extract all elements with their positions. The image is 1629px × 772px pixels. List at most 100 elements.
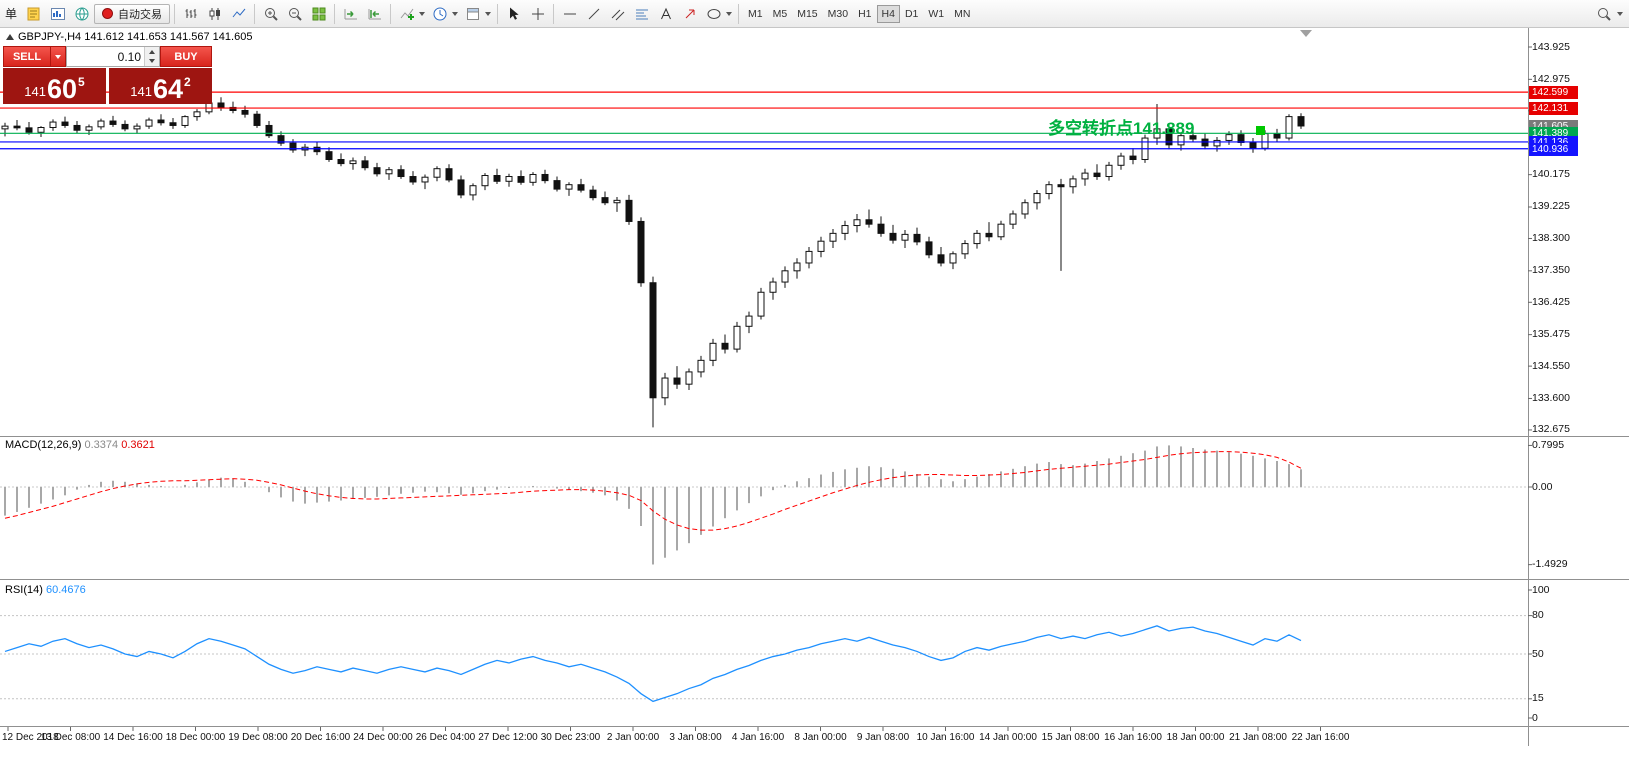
time-axis-label: 12 Dec 2018 [2,732,59,743]
arrows-tool-icon[interactable] [678,3,701,25]
rsi-scale-label: 80 [1532,609,1544,622]
periods-dropdown-icon[interactable] [452,11,459,16]
fibonacci-icon[interactable] [630,3,653,25]
timeframe-m5[interactable]: M5 [768,5,793,23]
periods-icon[interactable] [428,3,451,25]
timeframe-mn[interactable]: MN [949,5,975,23]
buy-price-display[interactable]: 141 64 2 [109,68,212,104]
order-type-dropdown[interactable] [51,46,66,67]
text-tool-icon[interactable] [654,3,677,25]
toolbar-separator [254,3,256,24]
chart-shift-icon[interactable] [363,3,386,25]
crosshair-icon[interactable] [526,3,549,25]
price-scale-label: 139.225 [1532,200,1570,213]
indicators-icon[interactable] [395,3,418,25]
timeframe-m30[interactable]: M30 [823,5,853,23]
cursor-icon[interactable] [502,3,525,25]
horizontal-line-icon[interactable] [558,3,581,25]
timeframe-h4[interactable]: H4 [876,4,900,23]
price-scale-label: 134.550 [1532,359,1570,372]
time-axis-label: 10 Jan 16:00 [916,732,975,743]
time-axis-label: 14 Dec 16:00 [103,732,163,743]
symbol-ohlc-text: GBPJPY-,H4 141.612 141.653 141.567 141.6… [18,31,253,43]
price-badges: 142.599142.131141.605141.389141.136140.9… [1529,0,1578,760]
search-icon[interactable] [1592,3,1615,25]
timeframe-d1[interactable]: D1 [900,5,923,23]
autotrading-button[interactable]: 自动交易 [94,3,171,24]
rsi-scale-label: 0 [1532,711,1538,724]
one-click-trading-panel: SELL BUY 141 60 5 141 64 2 [3,46,212,104]
buy-price-pips: 64 [152,74,184,105]
time-axis-label: 19 Dec 08:00 [228,732,288,743]
rsi-scale-label: 100 [1532,583,1550,596]
buy-button[interactable]: BUY [160,46,212,67]
timeframe-m15[interactable]: M15 [792,5,822,23]
macd-value: 0.3374 [84,439,119,451]
indicators-dropdown-icon[interactable] [419,11,426,16]
zoom-in-icon[interactable] [259,3,282,25]
time-axis-label: 20 Dec 16:00 [290,732,351,743]
toolbar-separator [390,3,392,24]
sell-price-int: 141 [24,84,46,99]
rsi-scale-label: 15 [1532,692,1544,705]
price-scale-label: 132.675 [1532,423,1570,436]
price-badge: 142.131 [1529,102,1578,116]
line-chart-mode-icon[interactable] [227,3,250,25]
time-axis-label: 21 Jan 08:00 [1229,732,1287,743]
chart-window-icon[interactable] [46,3,69,25]
menu-label[interactable]: 单 [5,7,18,21]
toolbar-overflow-chevron-icon[interactable] [1617,11,1623,16]
time-axis-label: 3 Jan 08:00 [669,732,722,743]
trendline-icon[interactable] [582,3,605,25]
templates-icon[interactable] [461,3,484,25]
zoom-out-icon[interactable] [283,3,306,25]
toolbar-separator [174,3,176,24]
auto-scroll-icon[interactable] [339,3,362,25]
profiles-icon[interactable] [70,3,93,25]
volume-input[interactable] [67,47,144,66]
macd-scale-label: -1.4929 [1532,558,1568,571]
new-order-icon[interactable] [22,3,45,25]
candlestick-mode-icon[interactable] [203,3,226,25]
templates-dropdown-icon[interactable] [485,11,492,16]
price-scale-label: 142.975 [1532,72,1570,85]
channel-icon[interactable] [606,3,629,25]
toolbar-separator [497,3,499,24]
oneclick-toggle-icon[interactable] [6,34,14,40]
price-scale-label: 140.175 [1532,168,1570,181]
tile-windows-icon[interactable] [307,3,330,25]
shapes-dropdown-icon[interactable] [726,11,733,16]
time-axis-label: 4 Jan 16:00 [731,732,785,743]
timeframe-m1[interactable]: M1 [743,5,768,23]
macd-signal-value: 0.3621 [121,439,155,451]
rsi-value: 60.4676 [45,584,86,596]
toolbar-separator [738,3,740,24]
time-axis-label: 16 Jan 16:00 [1104,732,1162,743]
time-axis-label: 2 Jan 00:00 [606,732,660,743]
timeframe-h1[interactable]: H1 [853,5,876,23]
time-axis[interactable]: 12 Dec 2018 13 Dec 08:00 14 Dec 16:00 18 De… [0,732,1528,746]
volume-down-button[interactable] [145,56,159,66]
toolbar: 单 自动交易 M1 M5 M15 M30 H1 H4 D [0,0,1629,28]
time-axis-label: 22 Jan 16:00 [1291,732,1350,743]
time-axis-label: 13 Dec 08:00 [40,732,101,743]
sell-button[interactable]: SELL [3,46,51,67]
sell-price-display[interactable]: 141 60 5 [3,68,106,104]
macd-name: MACD(12,26,9) [5,439,82,451]
toolbar-separator [553,3,555,24]
macd-scale-label: 0.00 [1532,480,1553,493]
time-axis-label: 8 Jan 00:00 [794,732,847,743]
timeframe-w1[interactable]: W1 [923,5,949,23]
price-scale-label: 133.600 [1532,391,1570,404]
rsi-scale-label: 50 [1532,647,1544,660]
bar-chart-mode-icon[interactable] [179,3,202,25]
price-scale-label: 143.925 [1532,40,1570,53]
shapes-tool-icon[interactable] [702,3,725,25]
time-axis-label: 30 Dec 23:00 [540,732,601,743]
buy-price-fraction: 2 [184,75,191,89]
price-scale-label: 138.300 [1532,231,1570,244]
volume-up-button[interactable] [145,47,159,57]
toolbar-right [1592,3,1625,25]
